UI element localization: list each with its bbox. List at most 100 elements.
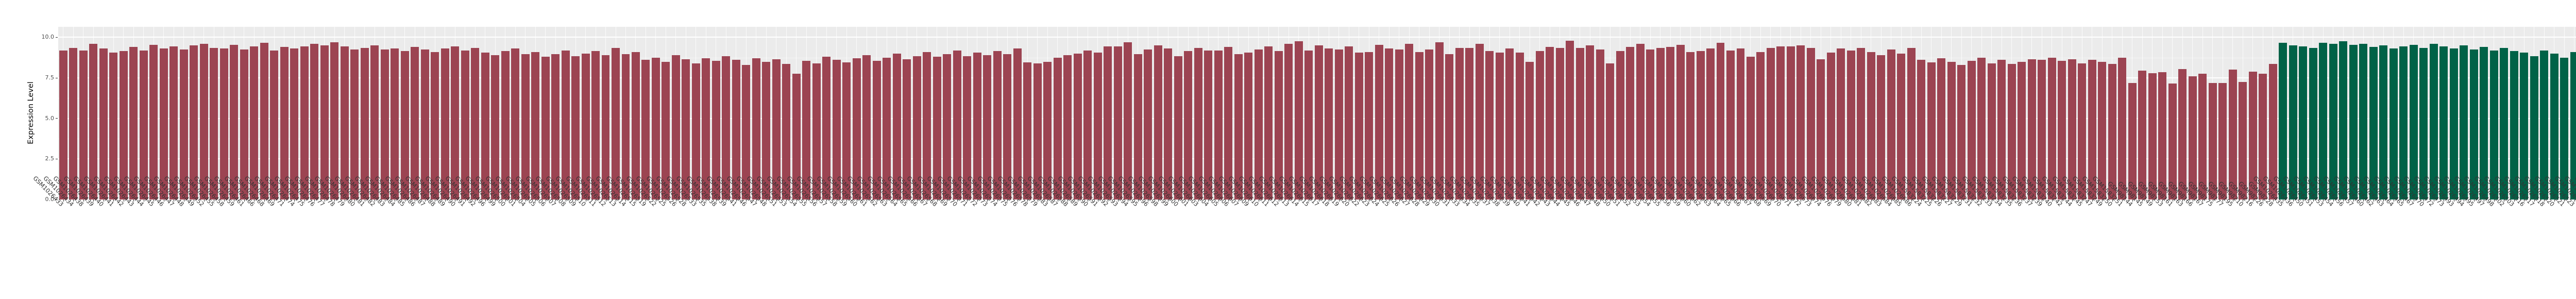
bar-GSM1026443	[129, 47, 138, 200]
bar-GSM1026626	[1395, 49, 1403, 200]
x-tick-mark	[756, 200, 757, 202]
bar-GSM1026598	[1154, 45, 1162, 200]
x-tick-mark	[746, 200, 747, 202]
bar-GSM1026450	[2299, 46, 2308, 200]
bar-GSM1026484	[391, 48, 399, 200]
bar-GSM1026517	[2530, 56, 2538, 200]
bar-GSM1026506	[541, 57, 550, 200]
bar-GSM1026568	[933, 57, 941, 200]
x-tick-mark	[2182, 200, 2183, 202]
bar-GSM1026642	[1535, 51, 1544, 200]
x-tick-mark	[1871, 200, 1872, 202]
bar-GSM1026502	[2500, 47, 2509, 200]
x-tick-mark	[1379, 200, 1380, 202]
x-tick-mark	[83, 200, 84, 202]
x-tick-mark	[2122, 200, 2123, 202]
bar-GSM1026605	[1214, 50, 1223, 200]
bar-GSM1026501	[511, 48, 520, 200]
x-tick-mark	[1640, 200, 1641, 202]
bar-GSM1026637	[1485, 51, 1494, 200]
bar-GSM1026676	[1826, 53, 1835, 200]
bar-GSM1026508	[561, 50, 570, 200]
x-tick-mark	[1891, 200, 1892, 202]
bar-GSM1583227	[1947, 61, 1956, 200]
bar-GSM1026557	[822, 57, 831, 200]
bar-GSM1026671	[1786, 46, 1795, 200]
bar-GSM1583251	[2118, 57, 2127, 200]
x-tick-mark	[2353, 200, 2354, 202]
bar-GSM1026481	[360, 47, 369, 200]
x-tick-mark	[957, 200, 958, 202]
x-tick-mark	[1600, 200, 1601, 202]
x-tick-mark	[1831, 200, 1832, 202]
x-tick-mark	[1630, 200, 1631, 202]
bar-GSM1026439	[89, 44, 98, 200]
bar-GSM1026541	[732, 60, 740, 200]
x-tick-mark	[1961, 200, 1962, 202]
x-tick-mark	[625, 200, 626, 202]
x-tick-mark	[2534, 200, 2535, 202]
x-tick-mark	[1429, 200, 1430, 202]
x-tick-mark	[796, 200, 797, 202]
bar-GSM1026587	[1053, 57, 1062, 200]
bar-GSM1026686	[1907, 47, 1916, 200]
bar-GSM1026466	[250, 46, 259, 200]
bar-GSM1026639	[1505, 48, 1514, 200]
x-tick-mark	[93, 200, 94, 202]
x-tick-mark	[1610, 200, 1611, 202]
x-tick-mark	[1670, 200, 1671, 202]
bar-GSM1026433	[59, 50, 67, 200]
bar-GSM1026673	[1806, 47, 1815, 200]
x-tick-mark	[314, 200, 315, 202]
bar-GSM1026567	[923, 52, 931, 200]
bar-GSM1026570	[953, 50, 961, 200]
x-tick-mark	[1138, 200, 1139, 202]
bar-GSM98175	[2208, 82, 2217, 200]
bar-GSM1026588	[1063, 55, 1072, 200]
x-tick-mark	[2142, 200, 2143, 202]
x-tick-mark	[736, 200, 737, 202]
bar-GSM1026666	[1736, 48, 1745, 200]
x-tick-mark	[1740, 200, 1741, 202]
y-tick-label: 10.0	[41, 34, 55, 41]
bar-GSM1026469	[270, 50, 279, 200]
bar-GSM1026594	[1124, 42, 1132, 200]
bar-GSM1026684	[1887, 49, 1895, 200]
bar-GSM1026606	[1224, 47, 1233, 200]
x-tick-mark	[1027, 200, 1028, 202]
bar-GSM1583233	[1987, 63, 1996, 200]
bar-GSM1026683	[1877, 55, 1886, 200]
bar-GSM1026478	[330, 42, 339, 200]
bar-GSM1026572	[973, 53, 981, 200]
bar-GSM1026576	[1013, 48, 1022, 200]
x-tick-mark	[1911, 200, 1912, 202]
x-tick-mark	[1338, 200, 1340, 202]
x-tick-mark	[2363, 200, 2364, 202]
bar-GSM1026578	[1023, 62, 1032, 200]
bar-GSM1026490	[451, 46, 460, 200]
bar-GSM1026493	[2449, 48, 2458, 200]
x-tick-mark	[716, 200, 717, 202]
x-tick-mark	[2473, 200, 2475, 202]
bar-GSM1026458	[219, 48, 228, 200]
bar-GSM1026682	[1867, 52, 1875, 200]
x-tick-mark	[445, 200, 446, 202]
bar-GSM1026562	[872, 61, 881, 200]
bar-GSM98145	[2138, 70, 2147, 200]
x-tick-mark	[967, 200, 968, 202]
bar-GSM1026512	[601, 55, 610, 200]
x-tick-mark	[2564, 200, 2565, 202]
x-tick-mark	[2052, 200, 2053, 202]
bar-GSM1583242	[2058, 61, 2066, 200]
bar-GSM1026619	[1334, 49, 1343, 200]
bar-GSM1026519	[641, 60, 650, 200]
bar-GSM1583244	[2067, 59, 2076, 200]
bar-GSM98144	[2128, 82, 2137, 200]
bar-GSM98216	[2248, 71, 2257, 200]
x-tick-mark	[475, 200, 476, 202]
bar-GSM1026457	[2349, 44, 2358, 200]
bar-GSM1026475	[300, 46, 309, 200]
bar-GSM1583232	[1977, 57, 1986, 200]
x-tick-mark	[1981, 200, 1982, 202]
x-tick-mark	[1921, 200, 1922, 202]
